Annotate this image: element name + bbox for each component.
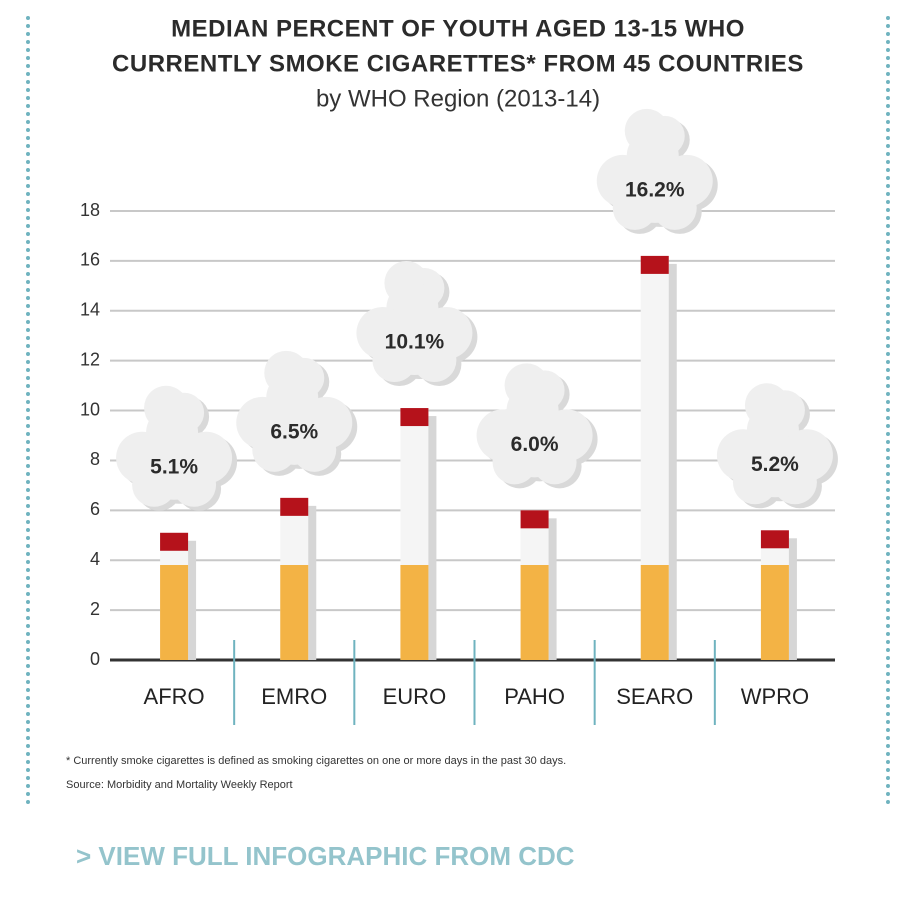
smoke-cloud bbox=[116, 385, 238, 511]
x-tick-label: SEARO bbox=[616, 684, 693, 709]
value-label: 6.0% bbox=[511, 433, 559, 456]
y-tick-label: 12 bbox=[80, 349, 100, 369]
smoke-puff bbox=[412, 338, 457, 383]
footnote: * Currently smoke cigarettes is defined … bbox=[66, 755, 566, 767]
cigarette-tip bbox=[520, 510, 549, 529]
smoke-cloud bbox=[356, 261, 478, 387]
cigarette-tip bbox=[280, 497, 309, 516]
y-tick-label: 8 bbox=[90, 449, 100, 469]
y-tick-label: 6 bbox=[90, 499, 100, 519]
value-label: 6.5% bbox=[270, 420, 318, 443]
smoke-puff bbox=[492, 440, 537, 485]
chart-title: MEDIAN PERCENT OF YOUTH AGED 13-15 WHO bbox=[171, 15, 745, 42]
x-tick-label: WPRO bbox=[741, 684, 809, 709]
y-tick-label: 14 bbox=[80, 300, 100, 320]
value-label: 10.1% bbox=[385, 331, 445, 354]
cigarette-tip bbox=[640, 255, 669, 274]
smoke-puff bbox=[652, 185, 697, 230]
cigarette-filter bbox=[280, 565, 309, 660]
smoke-cloud bbox=[476, 363, 598, 489]
x-tick-label: EURO bbox=[383, 684, 447, 709]
smoke-puff bbox=[252, 427, 297, 472]
smoke-puff bbox=[292, 427, 337, 472]
smoke-cloud bbox=[716, 383, 838, 509]
y-tick-label: 10 bbox=[80, 399, 100, 419]
x-tick-label: PAHO bbox=[504, 684, 565, 709]
chart-subtitle: by WHO Region (2013-14) bbox=[316, 85, 600, 112]
smoke-puff bbox=[612, 185, 657, 230]
smoke-puff bbox=[532, 440, 577, 485]
smoke-puff bbox=[132, 462, 177, 507]
cigarette-filter bbox=[640, 565, 669, 660]
value-label: 16.2% bbox=[625, 178, 685, 201]
smoke-cloud bbox=[236, 350, 358, 476]
chart-title: CURRENTLY SMOKE CIGARETTES* FROM 45 COUN… bbox=[112, 50, 804, 77]
cigarette-tip bbox=[160, 532, 189, 551]
smoke-puff bbox=[772, 460, 817, 505]
x-tick-label: AFRO bbox=[144, 684, 205, 709]
smoke-cloud bbox=[596, 108, 718, 234]
y-tick-label: 2 bbox=[90, 599, 100, 619]
cigarette-filter bbox=[520, 565, 549, 660]
value-label: 5.1% bbox=[150, 455, 198, 478]
value-label: 5.2% bbox=[751, 453, 799, 476]
link[interactable]: > VIEW FULL INFOGRAPHIC FROM CDC bbox=[76, 841, 575, 871]
cigarette-tip bbox=[400, 408, 429, 427]
smoke-puff bbox=[372, 338, 417, 383]
x-tick-label: EMRO bbox=[261, 684, 327, 709]
y-tick-label: 4 bbox=[90, 549, 100, 569]
smoke-puff bbox=[732, 460, 777, 505]
cigarette-tip bbox=[760, 530, 789, 549]
cigarette-filter bbox=[160, 565, 189, 660]
y-tick-label: 16 bbox=[80, 250, 100, 270]
cigarette-filter bbox=[400, 565, 429, 660]
y-tick-label: 0 bbox=[90, 649, 100, 669]
y-tick-label: 18 bbox=[80, 200, 100, 220]
source: Source: Morbidity and Mortality Weekly R… bbox=[66, 779, 293, 791]
cigarette-filter bbox=[760, 565, 789, 660]
smoke-puff bbox=[172, 462, 217, 507]
